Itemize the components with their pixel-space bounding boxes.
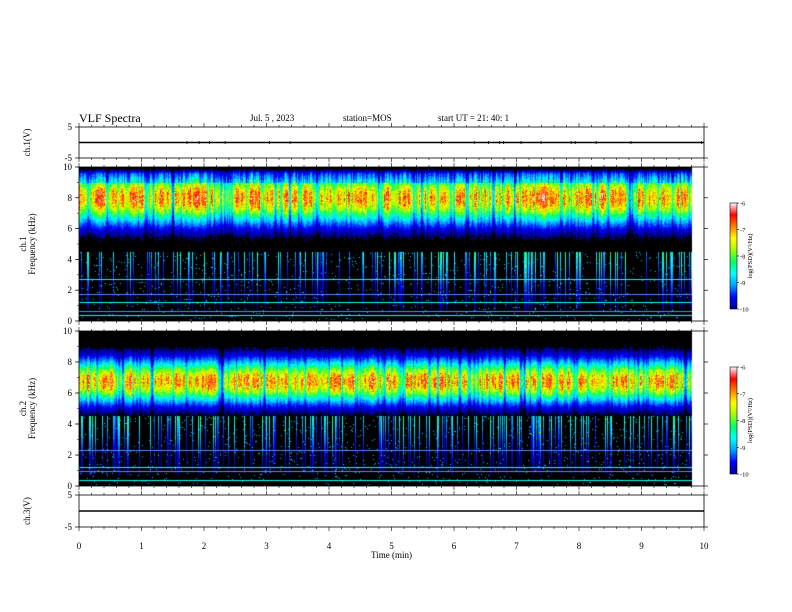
colorbar-label: log(PSD)(V²/Hz) xyxy=(747,398,754,443)
date-label: Jul. 5 , 2023 xyxy=(250,113,295,123)
colorbar-3 xyxy=(729,366,738,475)
y-tick-label: 5 xyxy=(68,122,73,132)
x-axis-label: Time (min) xyxy=(371,550,412,560)
y-tick-label: 6 xyxy=(68,388,73,398)
y-axis-label: ch.2 xyxy=(18,401,28,416)
colorbar-tick-label: -6 xyxy=(740,201,746,208)
colorbar-tick-label: -9 xyxy=(740,445,745,452)
x-tick-label: 2 xyxy=(202,541,207,551)
y-tick-label: 2 xyxy=(68,450,73,460)
y-tick-label: 0 xyxy=(68,316,73,326)
y-axis-label: ch.1(V) xyxy=(22,129,32,157)
x-tick-label: 8 xyxy=(577,541,582,551)
chart-title: VLF Spectra xyxy=(79,111,141,125)
x-tick-label: 1 xyxy=(139,541,144,551)
x-tick-label: 10 xyxy=(700,541,710,551)
x-tick-label: 6 xyxy=(452,541,457,551)
x-tick-label: 0 xyxy=(77,541,82,551)
y-tick-label: 4 xyxy=(68,254,73,264)
x-tick-label: 4 xyxy=(327,541,332,551)
colorbar-tick-label: -8 xyxy=(740,418,745,425)
colorbar-label: log(PSD)(V²/Hz) xyxy=(747,234,754,279)
y-axis-label: Frequency (kHz) xyxy=(27,378,37,439)
y-axis-label: ch.1 xyxy=(18,236,28,251)
y-axis-label: Frequency (kHz) xyxy=(27,213,37,274)
y-tick-label: 5 xyxy=(68,490,73,500)
y-tick-label: 8 xyxy=(68,193,73,203)
x-tick-label: 7 xyxy=(514,541,519,551)
colorbar-tick-label: -10 xyxy=(740,472,749,479)
x-tick-label: 3 xyxy=(264,541,269,551)
y-tick-label: -5 xyxy=(65,522,73,532)
y-tick-label: 10 xyxy=(63,326,73,336)
colorbar-tick-label: -10 xyxy=(740,307,749,314)
colorbar-tick-label: -9 xyxy=(740,280,745,287)
station-label: station=MOS xyxy=(343,113,392,123)
y-tick-label: 4 xyxy=(68,419,73,429)
ch1-spectrogram-image xyxy=(79,167,704,321)
colorbar-tick-label: -6 xyxy=(740,365,746,372)
y-tick-label: 10 xyxy=(63,162,73,172)
x-tick-label: 9 xyxy=(639,541,644,551)
colorbar-tick-label: -8 xyxy=(740,254,745,261)
ch2-spectrogram-image xyxy=(79,331,704,486)
start-time-label: start UT = 21: 40: 1 xyxy=(438,113,510,123)
y-tick-label: 8 xyxy=(68,357,73,367)
y-tick-label: 0 xyxy=(68,481,73,491)
y-tick-label: 6 xyxy=(68,224,73,234)
colorbar-tick-label: -7 xyxy=(740,227,746,234)
y-tick-label: -5 xyxy=(65,153,73,163)
x-tick-label: 5 xyxy=(389,541,394,551)
colorbar-2 xyxy=(729,202,738,310)
colorbar-tick-label: -7 xyxy=(740,391,746,398)
y-tick-label: 2 xyxy=(68,285,73,295)
y-axis-label: ch.3(V) xyxy=(22,497,32,525)
